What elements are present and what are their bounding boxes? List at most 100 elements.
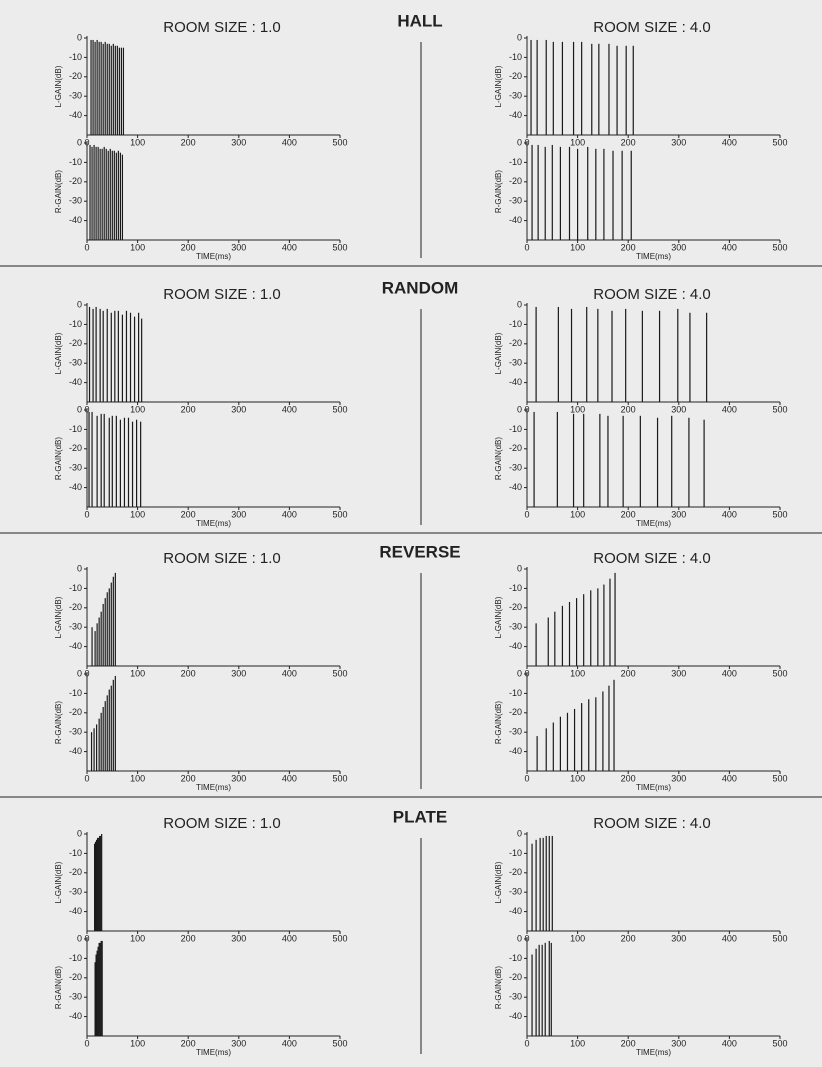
y-tick-label: -30 (509, 196, 522, 206)
y-tick-label: -30 (69, 358, 82, 368)
x-axis-label: TIME(ms) (636, 252, 671, 261)
y-axis-label: L-GAIN(dB) (494, 596, 503, 638)
x-tick-label: 200 (621, 137, 636, 147)
x-tick-label: 300 (671, 509, 686, 519)
y-tick-label: -30 (69, 91, 82, 101)
y-tick-label: -40 (69, 746, 82, 756)
y-tick-label: -20 (509, 338, 522, 348)
x-tick-label: 500 (332, 509, 347, 519)
y-tick-label: -30 (69, 463, 82, 473)
y-tick-label: 0 (77, 933, 82, 943)
x-tick-label: 200 (181, 773, 196, 783)
y-tick-label: 0 (77, 563, 82, 573)
room-size-title: ROOM SIZE : 1.0 (163, 815, 281, 832)
x-axis-label: TIME(ms) (196, 252, 231, 261)
x-tick-label: 200 (621, 1038, 636, 1048)
x-tick-label: 300 (231, 242, 246, 252)
y-tick-label: -20 (69, 338, 82, 348)
x-tick-label: 500 (332, 933, 347, 943)
x-tick-label: 200 (621, 773, 636, 783)
y-tick-label: -30 (509, 727, 522, 737)
x-tick-label: 400 (282, 773, 297, 783)
x-tick-label: 400 (282, 933, 297, 943)
x-tick-label: 200 (181, 668, 196, 678)
y-tick-label: -10 (509, 424, 522, 434)
x-axis-label: TIME(ms) (196, 783, 231, 792)
y-tick-label: -20 (509, 972, 522, 982)
x-tick-label: 100 (570, 1038, 585, 1048)
room-size-title: ROOM SIZE : 4.0 (593, 815, 711, 832)
x-tick-label: 100 (570, 773, 585, 783)
x-tick-label: 400 (282, 137, 297, 147)
x-tick-label: 400 (722, 242, 737, 252)
x-tick-label: 500 (772, 773, 787, 783)
x-tick-label: 100 (130, 1038, 145, 1048)
y-tick-label: -30 (69, 622, 82, 632)
x-tick-label: 500 (332, 773, 347, 783)
y-tick-label: -10 (509, 52, 522, 62)
x-tick-label: 400 (722, 137, 737, 147)
y-tick-label: -20 (69, 71, 82, 81)
y-tick-label: 0 (77, 32, 82, 42)
x-tick-label: 100 (570, 404, 585, 414)
y-axis-label: R-GAIN(dB) (494, 437, 503, 480)
x-tick-label: 0 (84, 773, 89, 783)
y-tick-label: -10 (69, 424, 82, 434)
y-tick-label: -40 (509, 746, 522, 756)
x-tick-label: 200 (181, 137, 196, 147)
x-tick-label: 200 (181, 1038, 196, 1048)
x-tick-label: 200 (181, 242, 196, 252)
y-tick-label: -40 (69, 377, 82, 387)
x-tick-label: 500 (772, 404, 787, 414)
x-tick-label: 100 (130, 773, 145, 783)
x-tick-label: 200 (621, 404, 636, 414)
x-tick-label: 200 (181, 404, 196, 414)
y-axis-label: L-GAIN(dB) (494, 332, 503, 374)
y-tick-label: 0 (517, 933, 522, 943)
y-tick-label: 0 (77, 299, 82, 309)
x-tick-label: 400 (722, 668, 737, 678)
room-size-title: ROOM SIZE : 1.0 (163, 286, 281, 303)
y-axis-label: R-GAIN(dB) (54, 437, 63, 480)
x-tick-label: 100 (570, 509, 585, 519)
x-tick-label: 0 (524, 773, 529, 783)
x-tick-label: 300 (231, 509, 246, 519)
room-size-title: ROOM SIZE : 4.0 (593, 550, 711, 567)
room-size-title: ROOM SIZE : 1.0 (163, 19, 281, 36)
x-tick-label: 300 (671, 773, 686, 783)
x-tick-label: 300 (231, 1038, 246, 1048)
section-title: PLATE (393, 807, 447, 826)
x-tick-label: 200 (621, 668, 636, 678)
y-axis-label: L-GAIN(dB) (54, 65, 63, 107)
x-tick-label: 400 (722, 773, 737, 783)
x-tick-label: 500 (772, 933, 787, 943)
y-tick-label: -30 (509, 91, 522, 101)
y-tick-label: -10 (69, 52, 82, 62)
y-tick-label: -40 (69, 110, 82, 120)
x-tick-label: 100 (570, 242, 585, 252)
x-tick-label: 200 (181, 933, 196, 943)
x-tick-label: 100 (570, 137, 585, 147)
x-tick-label: 0 (84, 1038, 89, 1048)
x-tick-label: 300 (671, 1038, 686, 1048)
y-tick-label: -20 (509, 176, 522, 186)
x-axis-label: TIME(ms) (196, 1048, 231, 1057)
x-tick-label: 400 (282, 404, 297, 414)
y-tick-label: -10 (509, 157, 522, 167)
y-tick-label: -20 (509, 602, 522, 612)
y-tick-label: -30 (69, 727, 82, 737)
x-axis-label: TIME(ms) (636, 783, 671, 792)
y-axis-label: L-GAIN(dB) (54, 861, 63, 903)
x-axis-label: TIME(ms) (196, 519, 231, 528)
x-tick-label: 500 (772, 509, 787, 519)
y-tick-label: -40 (509, 641, 522, 651)
y-tick-label: -20 (69, 443, 82, 453)
x-tick-label: 300 (671, 404, 686, 414)
y-tick-label: -20 (69, 867, 82, 877)
x-tick-label: 400 (282, 668, 297, 678)
x-tick-label: 500 (772, 1038, 787, 1048)
y-axis-label: R-GAIN(dB) (494, 701, 503, 744)
y-tick-label: -20 (509, 71, 522, 81)
y-tick-label: -40 (69, 906, 82, 916)
